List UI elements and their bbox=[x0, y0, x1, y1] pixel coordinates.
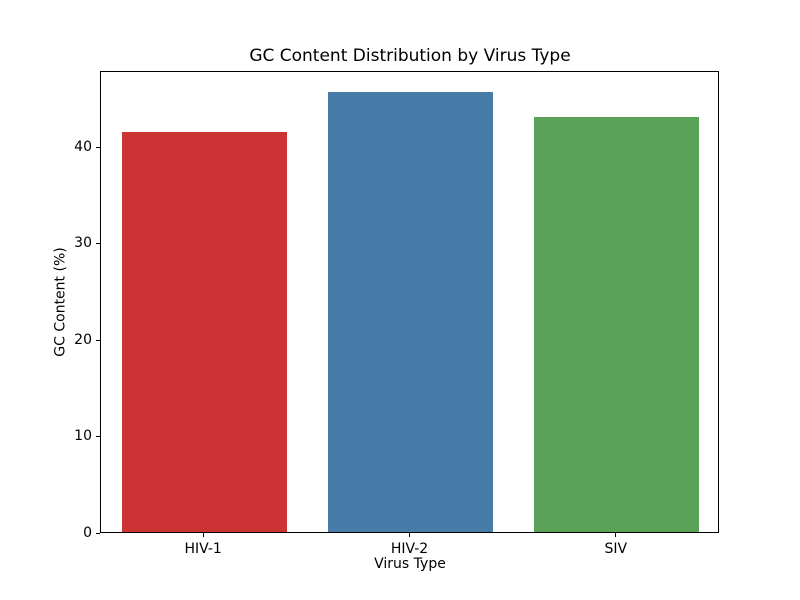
y-tick-label: 30 bbox=[74, 235, 92, 252]
plot-area bbox=[100, 71, 719, 533]
y-tick-mark bbox=[96, 243, 100, 245]
y-tick-label: 10 bbox=[74, 428, 92, 445]
x-tick-mark bbox=[202, 533, 204, 537]
x-tick-label: HIV-1 bbox=[184, 541, 222, 557]
bar-hiv-1 bbox=[121, 131, 287, 532]
y-tick-mark bbox=[96, 146, 100, 148]
bar-hiv-2 bbox=[327, 92, 494, 532]
y-tick-mark bbox=[96, 339, 100, 341]
x-tick-mark bbox=[615, 533, 617, 537]
x-axis-label: Virus Type bbox=[374, 556, 446, 572]
bar-siv bbox=[534, 117, 700, 532]
y-axis-label: GC Content (%) bbox=[52, 247, 69, 357]
y-tick-label: 0 bbox=[83, 524, 92, 541]
x-tick-label: HIV-2 bbox=[390, 541, 429, 557]
y-tick-mark bbox=[96, 436, 100, 438]
y-tick-mark bbox=[96, 532, 100, 534]
x-tick-label: SIV bbox=[604, 541, 628, 557]
chart-title: GC Content Distribution by Virus Type bbox=[249, 46, 571, 66]
y-tick-label: 40 bbox=[74, 138, 92, 155]
x-tick-mark bbox=[409, 533, 410, 537]
y-tick-label: 20 bbox=[74, 331, 92, 348]
